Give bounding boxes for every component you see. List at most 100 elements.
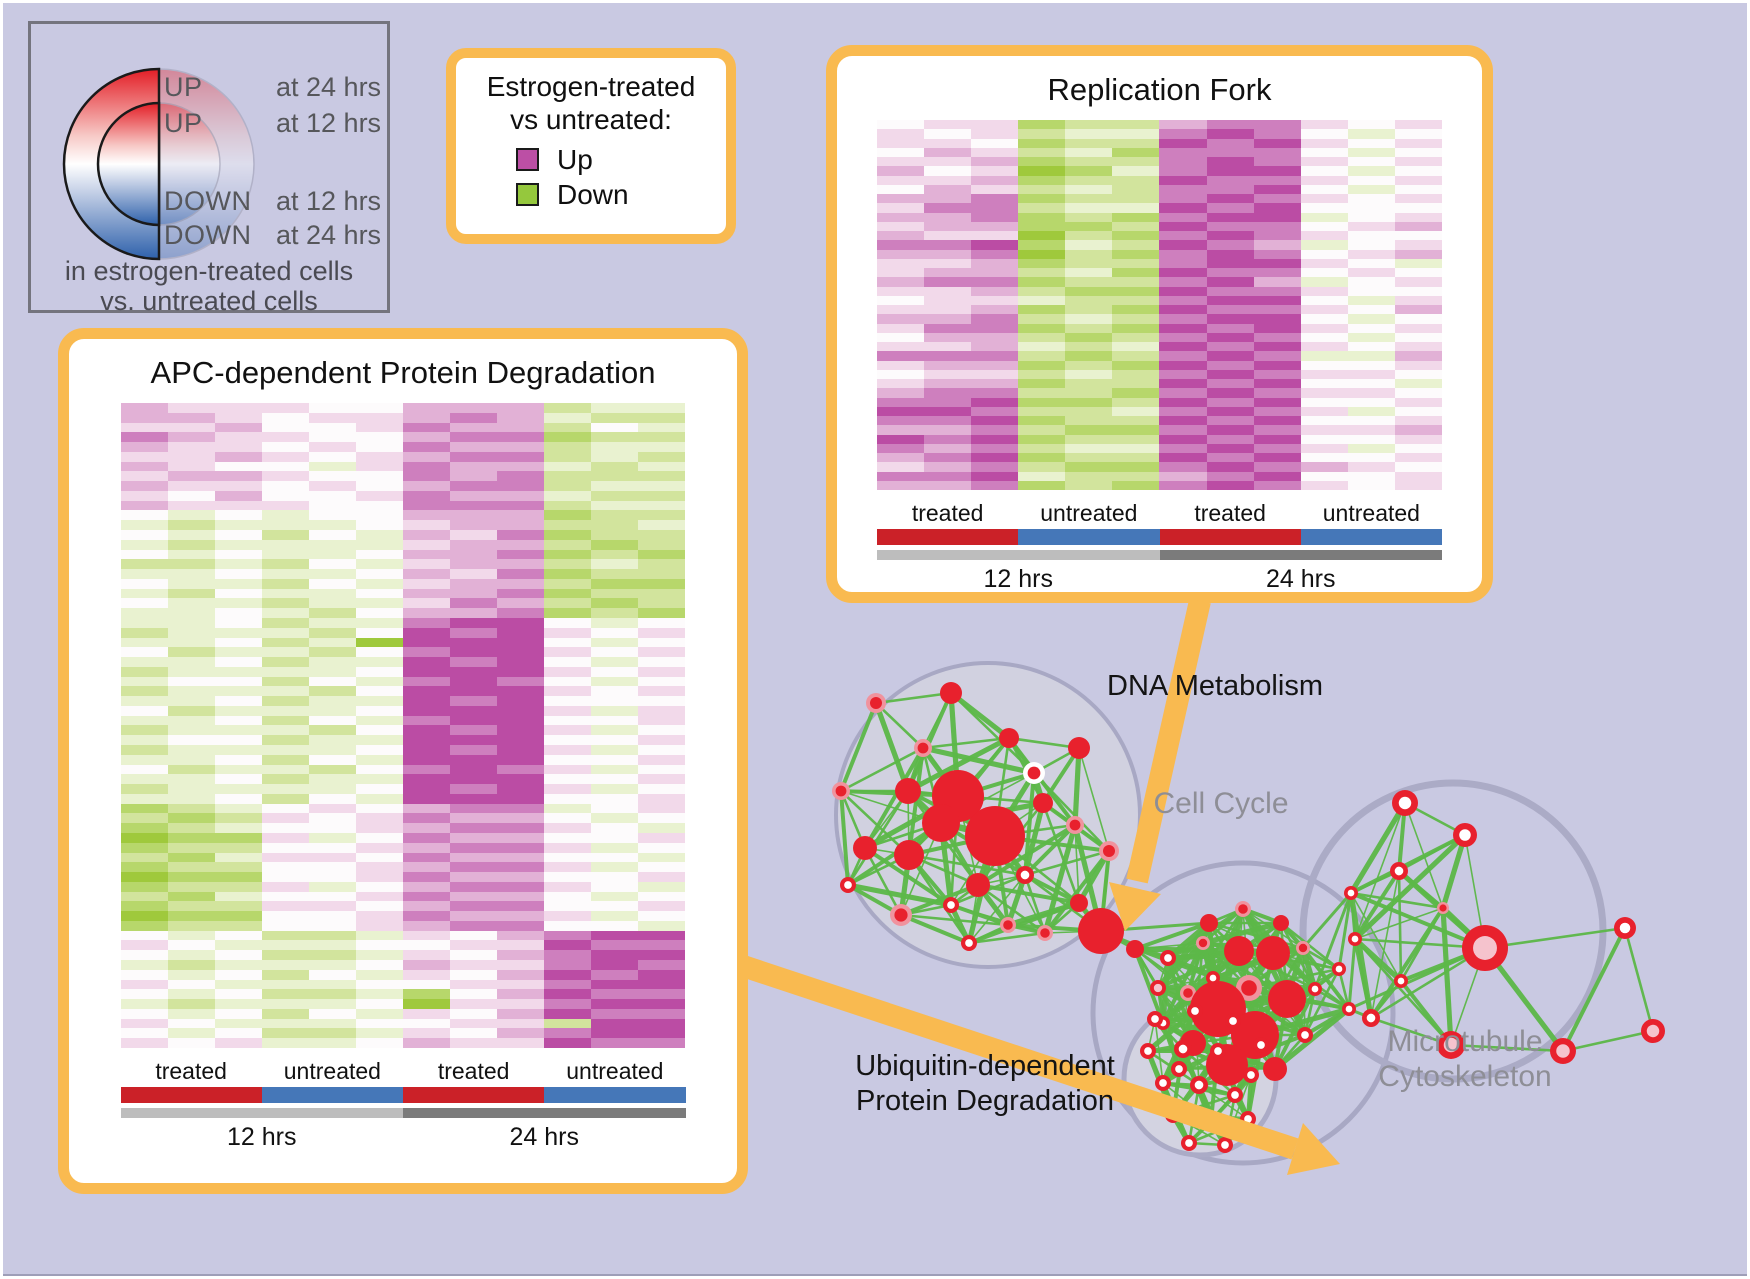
- rf-group-untreated-24: untreated: [1322, 500, 1420, 526]
- heatmap-cell: [261, 989, 309, 1000]
- heatmap-cell: [402, 881, 451, 892]
- heatmap-cell: [214, 676, 262, 687]
- heatmap-cell: [261, 530, 309, 540]
- network-edge: [1216, 908, 1245, 1010]
- network-edge: [1404, 801, 1466, 837]
- heatmap-cell: [591, 549, 639, 560]
- network-node: [890, 904, 912, 926]
- heatmap-cell: [591, 950, 639, 961]
- heatmap-cell: [261, 803, 309, 814]
- heatmap-cell: [1112, 379, 1160, 389]
- heatmap-cell: [638, 578, 686, 589]
- heatmap-cell: [591, 852, 639, 863]
- heatmap-cell: [450, 872, 498, 882]
- heatmap-cell: [1159, 360, 1207, 370]
- heatmap-cell: [261, 647, 309, 658]
- network-edge: [1370, 1016, 1452, 1047]
- heatmap-cell: [402, 930, 451, 941]
- network-node: [866, 693, 886, 713]
- heatmap-cell: [450, 774, 498, 785]
- heatmap-cell: [308, 569, 356, 579]
- cluster-label-microtubule-line2: Cytoskeleton: [1378, 1060, 1551, 1093]
- network-edge: [938, 794, 961, 825]
- heatmap-cell: [355, 422, 403, 433]
- heatmap-cell: [1253, 379, 1301, 389]
- heatmap-cell: [261, 842, 309, 853]
- heatmap-cell: [591, 842, 639, 853]
- heatmap-cell: [1065, 397, 1113, 407]
- heatmap-cell: [1018, 166, 1066, 176]
- heatmap-cell: [544, 901, 592, 912]
- network-edge: [939, 821, 980, 887]
- network-edge: [1134, 947, 1169, 960]
- heatmap-cell: [1112, 184, 1160, 194]
- heatmap-cell: [1018, 462, 1066, 472]
- network-edge: [1167, 949, 1240, 960]
- network-edge: [1024, 873, 1080, 905]
- heatmap-cell: [591, 901, 639, 912]
- heatmap-cell: [1394, 240, 1442, 250]
- heatmap-cell: [971, 369, 1019, 379]
- heatmap-cell: [924, 480, 972, 490]
- heatmap-cell: [402, 461, 451, 472]
- network-edge: [1166, 921, 1211, 960]
- network-edge: [1076, 849, 1112, 905]
- heatmap-cell: [214, 608, 262, 618]
- heatmap-cell: [402, 490, 451, 501]
- heatmap-cell: [591, 881, 639, 892]
- network-node: [1268, 980, 1306, 1018]
- network-edge: [1246, 951, 1276, 990]
- heatmap-cell: [450, 490, 498, 501]
- heatmap-cell: [877, 443, 925, 453]
- network-edge: [1162, 1067, 1180, 1085]
- heatmap-cell: [261, 1038, 309, 1048]
- network-node: [1225, 1013, 1241, 1029]
- heatmap-cell: [591, 559, 639, 570]
- heatmap-cell: [591, 832, 639, 843]
- network-node: [1206, 971, 1220, 985]
- network-edge: [1157, 957, 1169, 989]
- heatmap-cell: [167, 442, 215, 452]
- network-edge: [1216, 1050, 1229, 1066]
- network-edge: [977, 874, 1026, 886]
- heatmap-cell: [497, 451, 545, 462]
- network-edge: [1354, 937, 1486, 950]
- heatmap-cell: [591, 1038, 639, 1048]
- network-edge: [1099, 850, 1111, 932]
- network-edge: [1187, 991, 1288, 1001]
- heatmap-cell: [591, 862, 639, 873]
- heatmap-cell: [1112, 434, 1160, 444]
- network-node-core: [1646, 1024, 1660, 1038]
- network-edge: [1248, 967, 1340, 990]
- heatmap-cell: [591, 969, 639, 980]
- heatmap-cell: [591, 412, 639, 423]
- heatmap-cell: [1018, 157, 1066, 167]
- network-edge: [1160, 1009, 1198, 1085]
- network-node-core: [1183, 988, 1193, 998]
- heatmap-cell: [261, 715, 309, 726]
- network-node-core: [1351, 935, 1359, 943]
- heatmap-cell: [1065, 434, 1113, 444]
- heatmap-cell: [877, 138, 925, 148]
- heatmap-cell: [214, 774, 262, 785]
- heatmap-cell: [167, 745, 215, 755]
- heatmap-cell: [591, 510, 639, 521]
- network-edge: [1211, 908, 1245, 979]
- heatmap-cell: [355, 510, 403, 521]
- arrow-apc-to-ubiquitin-shaft: [739, 955, 1299, 1160]
- network-node-core: [1221, 1141, 1229, 1149]
- network-edge: [1246, 1074, 1253, 1120]
- network-edge: [1192, 1033, 1256, 1045]
- heatmap-cell: [450, 881, 498, 892]
- heatmap-cell: [1159, 295, 1207, 305]
- heatmap-cell: [1018, 147, 1066, 157]
- heatmap-cell: [591, 461, 639, 472]
- heatmap-cell: [591, 754, 639, 765]
- heatmap-cell: [120, 832, 168, 843]
- network-edge: [1232, 1043, 1264, 1097]
- network-edge: [1202, 920, 1282, 946]
- heatmap-cell: [355, 901, 403, 912]
- network-edge: [968, 931, 1046, 945]
- heatmap-cell: [308, 803, 356, 814]
- heatmap-cell: [402, 500, 451, 511]
